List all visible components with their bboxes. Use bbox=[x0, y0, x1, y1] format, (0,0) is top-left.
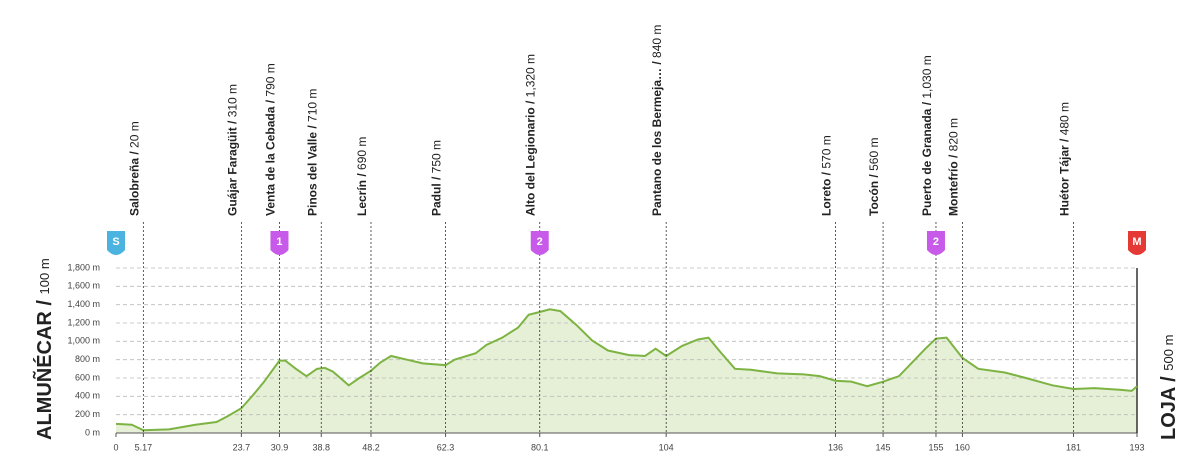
x-tick-label: 23.7 bbox=[233, 442, 251, 452]
x-tick-label: 160 bbox=[955, 442, 970, 452]
waypoint-label: Pinos del Valle / 710 m bbox=[305, 89, 319, 216]
waypoint-label: Guájar Faragüit / 310 m bbox=[226, 84, 240, 216]
y-tick-label: 1,600 m bbox=[67, 281, 100, 291]
waypoint-name: Loreto / bbox=[820, 171, 834, 216]
marker-label: 1 bbox=[276, 236, 282, 248]
waypoint-label: Loreto / 570 m bbox=[820, 135, 834, 216]
waypoint-name: Salobreña / bbox=[128, 151, 142, 216]
x-tick-label: 80.1 bbox=[531, 442, 549, 452]
marker-badge bbox=[1128, 231, 1146, 255]
y-tick-label: 0 m bbox=[85, 427, 100, 437]
waypoint-altitude: 480 m bbox=[1058, 102, 1072, 135]
waypoint-name: Puerto de Granada / bbox=[920, 101, 934, 216]
marker-badge bbox=[926, 231, 945, 255]
y-tick-label: 1,000 m bbox=[67, 336, 100, 346]
x-tick-label: 38.8 bbox=[312, 442, 330, 452]
y-tick-label: 1,400 m bbox=[67, 299, 100, 309]
waypoint-name: Montefrío / bbox=[947, 154, 961, 216]
finish-name: LOJA / bbox=[1158, 376, 1180, 440]
waypoint-name: Pinos del Valle / bbox=[305, 125, 319, 216]
waypoint-name: Venta de la Cebada / bbox=[264, 99, 278, 216]
x-tick-label: 181 bbox=[1066, 442, 1081, 452]
waypoint-label: Puerto de Granada / 1,030 m bbox=[920, 55, 934, 216]
marker-label: S bbox=[112, 236, 119, 248]
x-tick-label: 193 bbox=[1129, 442, 1144, 452]
x-tick-label: 5.17 bbox=[135, 442, 153, 452]
marker-badge bbox=[530, 231, 549, 255]
waypoint-altitude: 20 m bbox=[128, 121, 142, 148]
finish-altitude: 500 m bbox=[1161, 335, 1176, 371]
waypoint-name: Padul / bbox=[430, 176, 444, 216]
x-tick-label: 136 bbox=[828, 442, 843, 452]
start-altitude: 100 m bbox=[37, 258, 52, 294]
marker-label: M bbox=[1132, 236, 1141, 248]
start-label: ALMUÑÉCAR / 100 m bbox=[33, 258, 56, 440]
waypoint-altitude: 570 m bbox=[820, 135, 834, 168]
waypoint-label: Venta de la Cebada / 790 m bbox=[264, 63, 278, 216]
waypoint-name: Tocón / bbox=[867, 174, 881, 216]
x-tick-label: 30.9 bbox=[271, 442, 289, 452]
y-tick-label: 1,200 m bbox=[67, 317, 100, 327]
waypoint-name: Pantano de los Bermeja… / bbox=[650, 61, 664, 216]
waypoint-name: Huétor Tájar / bbox=[1058, 138, 1072, 216]
waypoint-altitude: 820 m bbox=[947, 118, 961, 151]
marker-badge bbox=[107, 231, 125, 255]
profile-line bbox=[115, 308, 1138, 432]
waypoint-label: Salobreña / 20 m bbox=[128, 121, 142, 216]
waypoint-label: Alto del Legionario / 1,320 m bbox=[524, 54, 538, 216]
waypoint-altitude: 560 m bbox=[867, 138, 881, 171]
waypoint-altitude: 1,030 m bbox=[920, 55, 934, 98]
x-tick-label: 62.3 bbox=[437, 442, 455, 452]
y-tick-label: 800 m bbox=[75, 354, 100, 364]
waypoint-label: Padul / 750 m bbox=[430, 140, 444, 216]
waypoint-altitude: 750 m bbox=[430, 140, 444, 173]
x-tick-label: 48.2 bbox=[362, 442, 380, 452]
waypoint-name: Guájar Faragüit / bbox=[226, 120, 240, 216]
waypoint-label: Tocón / 560 m bbox=[867, 138, 881, 216]
finish-label: LOJA / 500 m bbox=[1158, 335, 1180, 440]
profile-area bbox=[116, 309, 1137, 433]
waypoint-altitude: 690 m bbox=[355, 137, 369, 170]
y-tick-label: 600 m bbox=[75, 372, 100, 382]
waypoint-altitude: 790 m bbox=[264, 63, 278, 96]
waypoint-altitude: 840 m bbox=[650, 25, 664, 58]
y-tick-label: 1,800 m bbox=[67, 262, 100, 272]
start-name: ALMUÑÉCAR / bbox=[33, 300, 56, 440]
waypoint-altitude: 710 m bbox=[305, 89, 319, 122]
waypoint-label: Pantano de los Bermeja… / 840 m bbox=[650, 25, 664, 216]
x-tick-label: 0 bbox=[113, 442, 118, 452]
waypoint-label: Montefrío / 820 m bbox=[947, 118, 961, 216]
x-tick-label: 155 bbox=[928, 442, 943, 452]
waypoint-altitude: 310 m bbox=[226, 84, 240, 117]
waypoint-label: Lecrín / 690 m bbox=[355, 137, 369, 216]
marker-label: 2 bbox=[537, 236, 543, 248]
marker-badge bbox=[270, 231, 289, 255]
waypoint-name: Alto del Legionario / bbox=[524, 100, 538, 216]
x-tick-label: 145 bbox=[876, 442, 891, 452]
marker-label: 2 bbox=[933, 236, 939, 248]
waypoint-altitude: 1,320 m bbox=[524, 54, 538, 97]
waypoint-label: Huétor Tájar / 480 m bbox=[1058, 102, 1072, 216]
y-tick-label: 400 m bbox=[75, 391, 100, 401]
x-tick-label: 104 bbox=[659, 442, 674, 452]
y-tick-label: 200 m bbox=[75, 409, 100, 419]
waypoint-name: Lecrín / bbox=[355, 173, 369, 216]
